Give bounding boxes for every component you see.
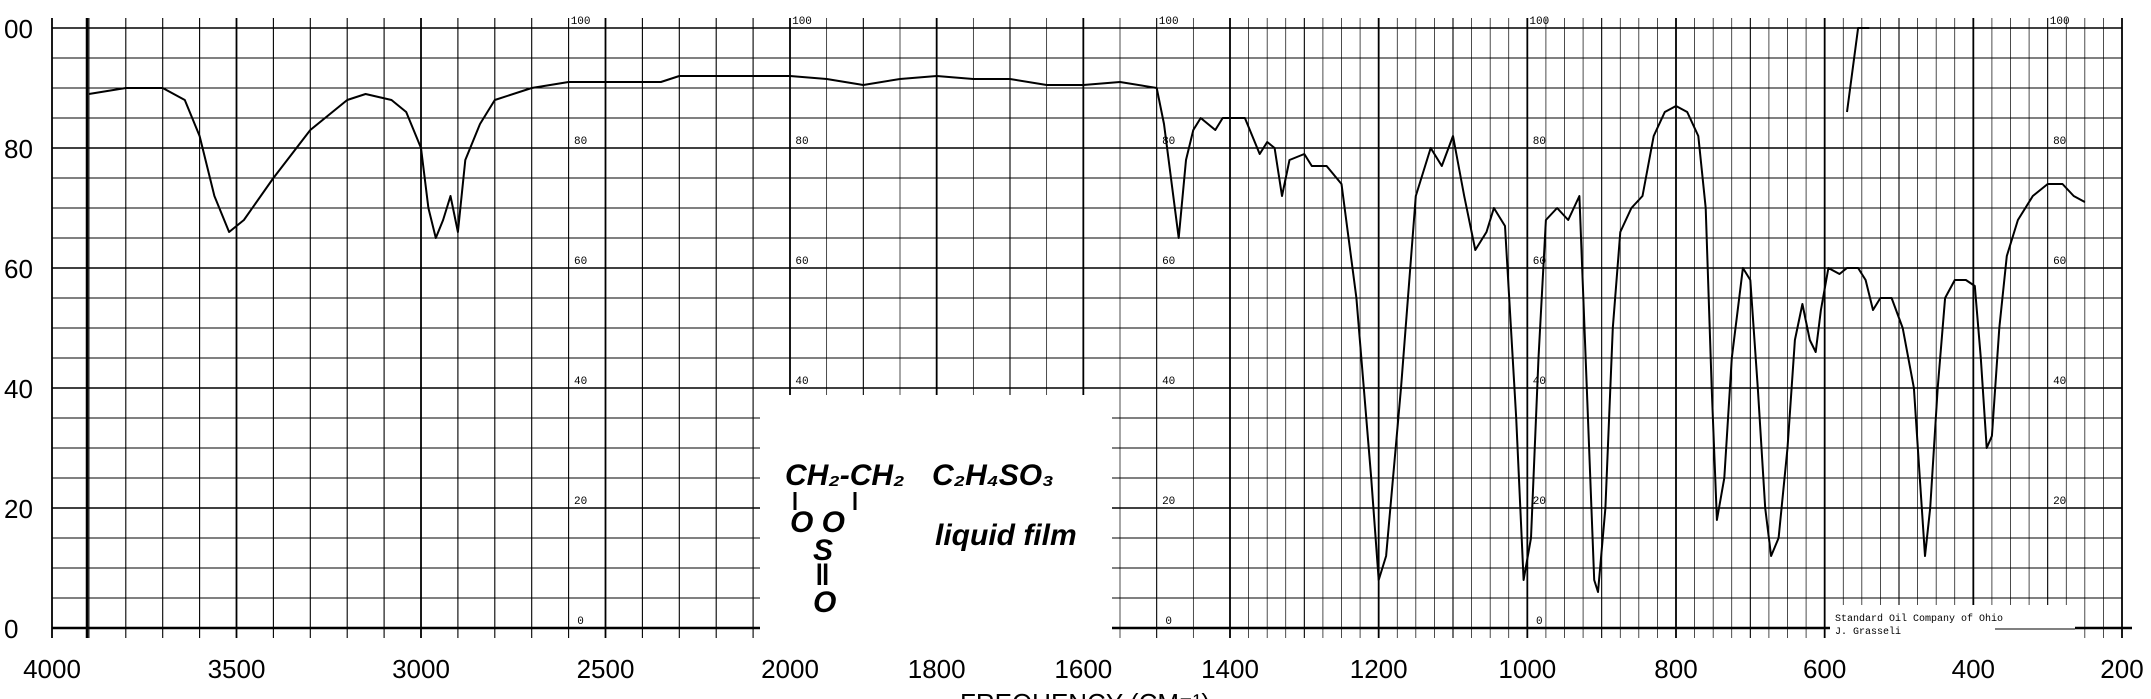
annotation-box [760, 395, 1112, 645]
x-tick-label: 1000 [1498, 654, 1556, 684]
structure-line3: S [813, 534, 833, 567]
inner-scale-label: 100 [1159, 16, 1179, 28]
x-tick-label: 1400 [1201, 654, 1259, 684]
x-tick-label: 3500 [208, 654, 266, 684]
inner-scale-label: 100 [1529, 16, 1549, 28]
x-tick-label: 3000 [392, 654, 450, 684]
inner-scale-label: 80 [795, 136, 808, 148]
formula-text: C₂H₄SO₃ [932, 459, 1054, 492]
x-axis-label: FREQUENCY (CM⁻¹) [960, 688, 1210, 699]
structure-line5: O [813, 586, 836, 619]
inner-scale-label: 60 [795, 256, 808, 268]
inner-scale-label: 40 [1162, 376, 1175, 388]
x-tick-label: 1600 [1054, 654, 1112, 684]
structure-line1: CH₂-CH₂ [785, 459, 905, 492]
inner-scale-label: 60 [2053, 256, 2066, 268]
inner-scale-label: 20 [574, 496, 587, 508]
series-layer [88, 27, 2086, 593]
x-tick-label: 400 [1952, 654, 1995, 684]
y-tick-label: 00 [4, 14, 33, 44]
y-tick-label: 80 [4, 134, 33, 164]
grid [51, 18, 2123, 638]
inner-scale-label: 100 [2050, 16, 2070, 28]
inner-scale-label: 60 [574, 256, 587, 268]
inner-scale-label: 80 [1162, 136, 1175, 148]
x-tick-label: 600 [1803, 654, 1846, 684]
credit-line1: Standard Oil Company of Ohio [1835, 613, 2003, 625]
inner-scale-label: 100 [792, 16, 812, 28]
inner-scale-label: 80 [2053, 136, 2066, 148]
inner-scale-label: 40 [1533, 376, 1546, 388]
credit-line2: J. Grasseli [1835, 626, 1901, 638]
inner-scale-label: 40 [574, 376, 587, 388]
x-tick-label: 4000 [23, 654, 81, 684]
inner-scale-label: 60 [1162, 256, 1175, 268]
x-tick-label: 1200 [1350, 654, 1408, 684]
inner-scale-labels: 100 80 60 40 20 0 100 80 60 40 20 0 100 80 60 40 20 0 100 8… [571, 16, 2070, 628]
y-tick-label: 60 [4, 254, 33, 284]
spectrum-trace-offset [1846, 27, 1870, 113]
x-tick-label: 2500 [577, 654, 635, 684]
inner-scale-label: 20 [2053, 496, 2066, 508]
inner-scale-label: 20 [1162, 496, 1175, 508]
y-tick-label: 20 [4, 494, 33, 524]
inner-scale-label: 40 [2053, 376, 2066, 388]
spectrum-trace [88, 75, 2086, 593]
inner-scale-label: 0 [1536, 616, 1543, 628]
y-tick-label: 40 [4, 374, 33, 404]
axes: 4000 3500 3000 2500 2000 1800 1600 1400 1200 1000… [4, 14, 2144, 684]
structure-line2: O O [790, 506, 845, 539]
structure-line4: ‖ [815, 559, 830, 592]
y-tick-label: 0 [4, 614, 18, 644]
inner-scale-label: 0 [577, 616, 584, 628]
sample-text: liquid film [935, 519, 1077, 552]
credit-box [1830, 605, 2075, 643]
inner-scale-label: 0 [1165, 616, 1172, 628]
x-tick-label: 2000 [761, 654, 819, 684]
inner-scale-label: 20 [1533, 496, 1546, 508]
x-tick-label: 1800 [908, 654, 966, 684]
x-tick-label: 200 [2100, 654, 2143, 684]
x-tick-label: 800 [1654, 654, 1697, 684]
inner-scale-label: 80 [1533, 136, 1546, 148]
inner-scale-label: 40 [795, 376, 808, 388]
inner-scale-label: 100 [571, 16, 591, 28]
inner-scale-label: 80 [574, 136, 587, 148]
